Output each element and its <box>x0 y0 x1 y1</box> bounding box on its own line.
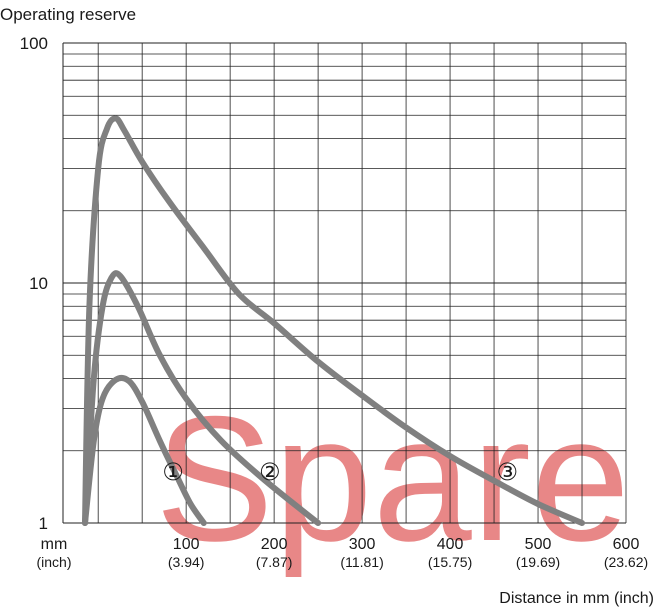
x-tick-sublabel: (3.94) <box>168 554 205 570</box>
x-tick-sublabel: (15.75) <box>428 554 472 570</box>
x-tick-label: 200 <box>261 536 288 553</box>
y-axis-title: Operating reserve <box>0 5 136 24</box>
x-tick-label: 500 <box>525 536 552 553</box>
series-label-2: ② <box>259 459 281 486</box>
grid <box>62 42 627 524</box>
y-tick-label: 1 <box>39 514 48 533</box>
series-curve-3 <box>82 115 585 526</box>
x-tick-label: 400 <box>437 536 464 553</box>
series-label-1: ① <box>162 459 184 486</box>
x-tick-sublabel: (23.62) <box>604 554 648 570</box>
series-curve-1 <box>82 374 207 526</box>
x-tick-sublabel: (11.81) <box>340 554 383 570</box>
y-tick-label: 100 <box>20 34 48 53</box>
x-unit-label: (inch) <box>36 554 71 570</box>
x-tick-label: 300 <box>349 536 376 553</box>
series-curve-2 <box>82 270 322 526</box>
y-tick-label: 10 <box>29 274 48 293</box>
curves <box>82 115 585 526</box>
x-unit-label: mm <box>41 536 68 553</box>
watermark-text: Spare <box>155 379 630 578</box>
x-axis-title: Distance in mm (inch) <box>499 590 654 607</box>
x-tick-sublabel: (19.69) <box>516 554 560 570</box>
series-label-3: ③ <box>496 459 518 486</box>
x-tick-label: 100 <box>173 536 200 553</box>
x-tick-sublabel: (7.87) <box>256 554 293 570</box>
x-tick-label: 600 <box>613 536 640 553</box>
